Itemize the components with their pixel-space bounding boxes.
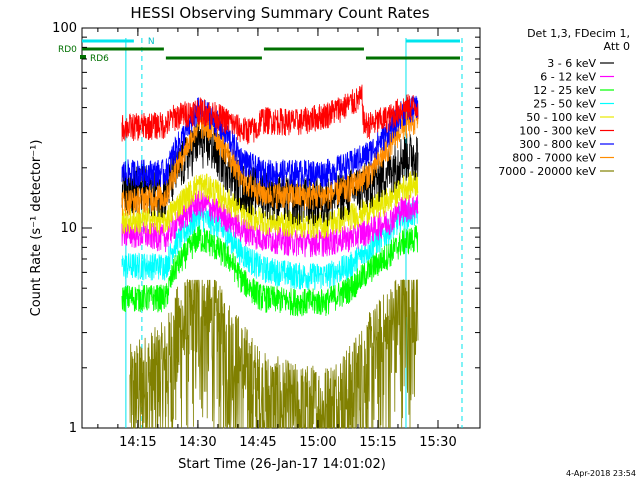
legend-title-line2: Att 0 (604, 40, 630, 53)
legend-label-8: 7000 - 20000 keV (498, 165, 596, 178)
x-axis-label: Start Time (26-Jan-17 14:01:02) (178, 457, 386, 472)
y-axis-label: Count Rate (s⁻¹ detector⁻¹) (29, 140, 44, 317)
chart-title: HESSI Observing Summary Count Rates (130, 4, 429, 22)
y-tick-label-2: 100 (52, 21, 77, 36)
legend-label-0: 3 - 6 keV (547, 57, 596, 70)
legend-label-7: 800 - 7000 keV (512, 152, 596, 165)
x-tick-label-5: 15:30 (419, 435, 456, 450)
series-3 (121, 200, 419, 291)
legend-label-2: 12 - 25 keV (533, 84, 596, 97)
timestamp: 4-Apr-2018 23:54 (566, 469, 636, 478)
legend-title-line1: Det 1,3, FDecim 1, (527, 27, 630, 40)
legend-label-6: 300 - 800 keV (519, 138, 596, 151)
x-tick-label-0: 14:15 (119, 435, 156, 450)
series-2 (121, 225, 419, 317)
legend-label-5: 100 - 300 keV (519, 125, 596, 138)
state-marker-rd6 (80, 55, 86, 59)
series-5 (121, 84, 419, 145)
series-8 (129, 278, 419, 429)
legend-label-4: 50 - 100 keV (526, 111, 596, 124)
state-label-n: N (148, 37, 155, 47)
x-tick-label-4: 15:15 (359, 435, 396, 450)
state-label-rd0: RD0 (58, 45, 77, 55)
state-label-rd6: RD6 (90, 54, 109, 64)
legend-label-3: 25 - 50 keV (533, 98, 596, 111)
series-4 (121, 170, 419, 239)
legend-label-1: 6 - 12 keV (540, 71, 596, 84)
x-tick-label-3: 15:00 (299, 435, 336, 450)
y-tick-label-0: 1 (69, 421, 77, 436)
x-tick-label-2: 14:45 (239, 435, 276, 450)
y-tick-label-1: 10 (60, 221, 77, 236)
x-tick-label-1: 14:30 (179, 435, 216, 450)
series-6 (121, 95, 419, 189)
series-7 (121, 108, 419, 217)
